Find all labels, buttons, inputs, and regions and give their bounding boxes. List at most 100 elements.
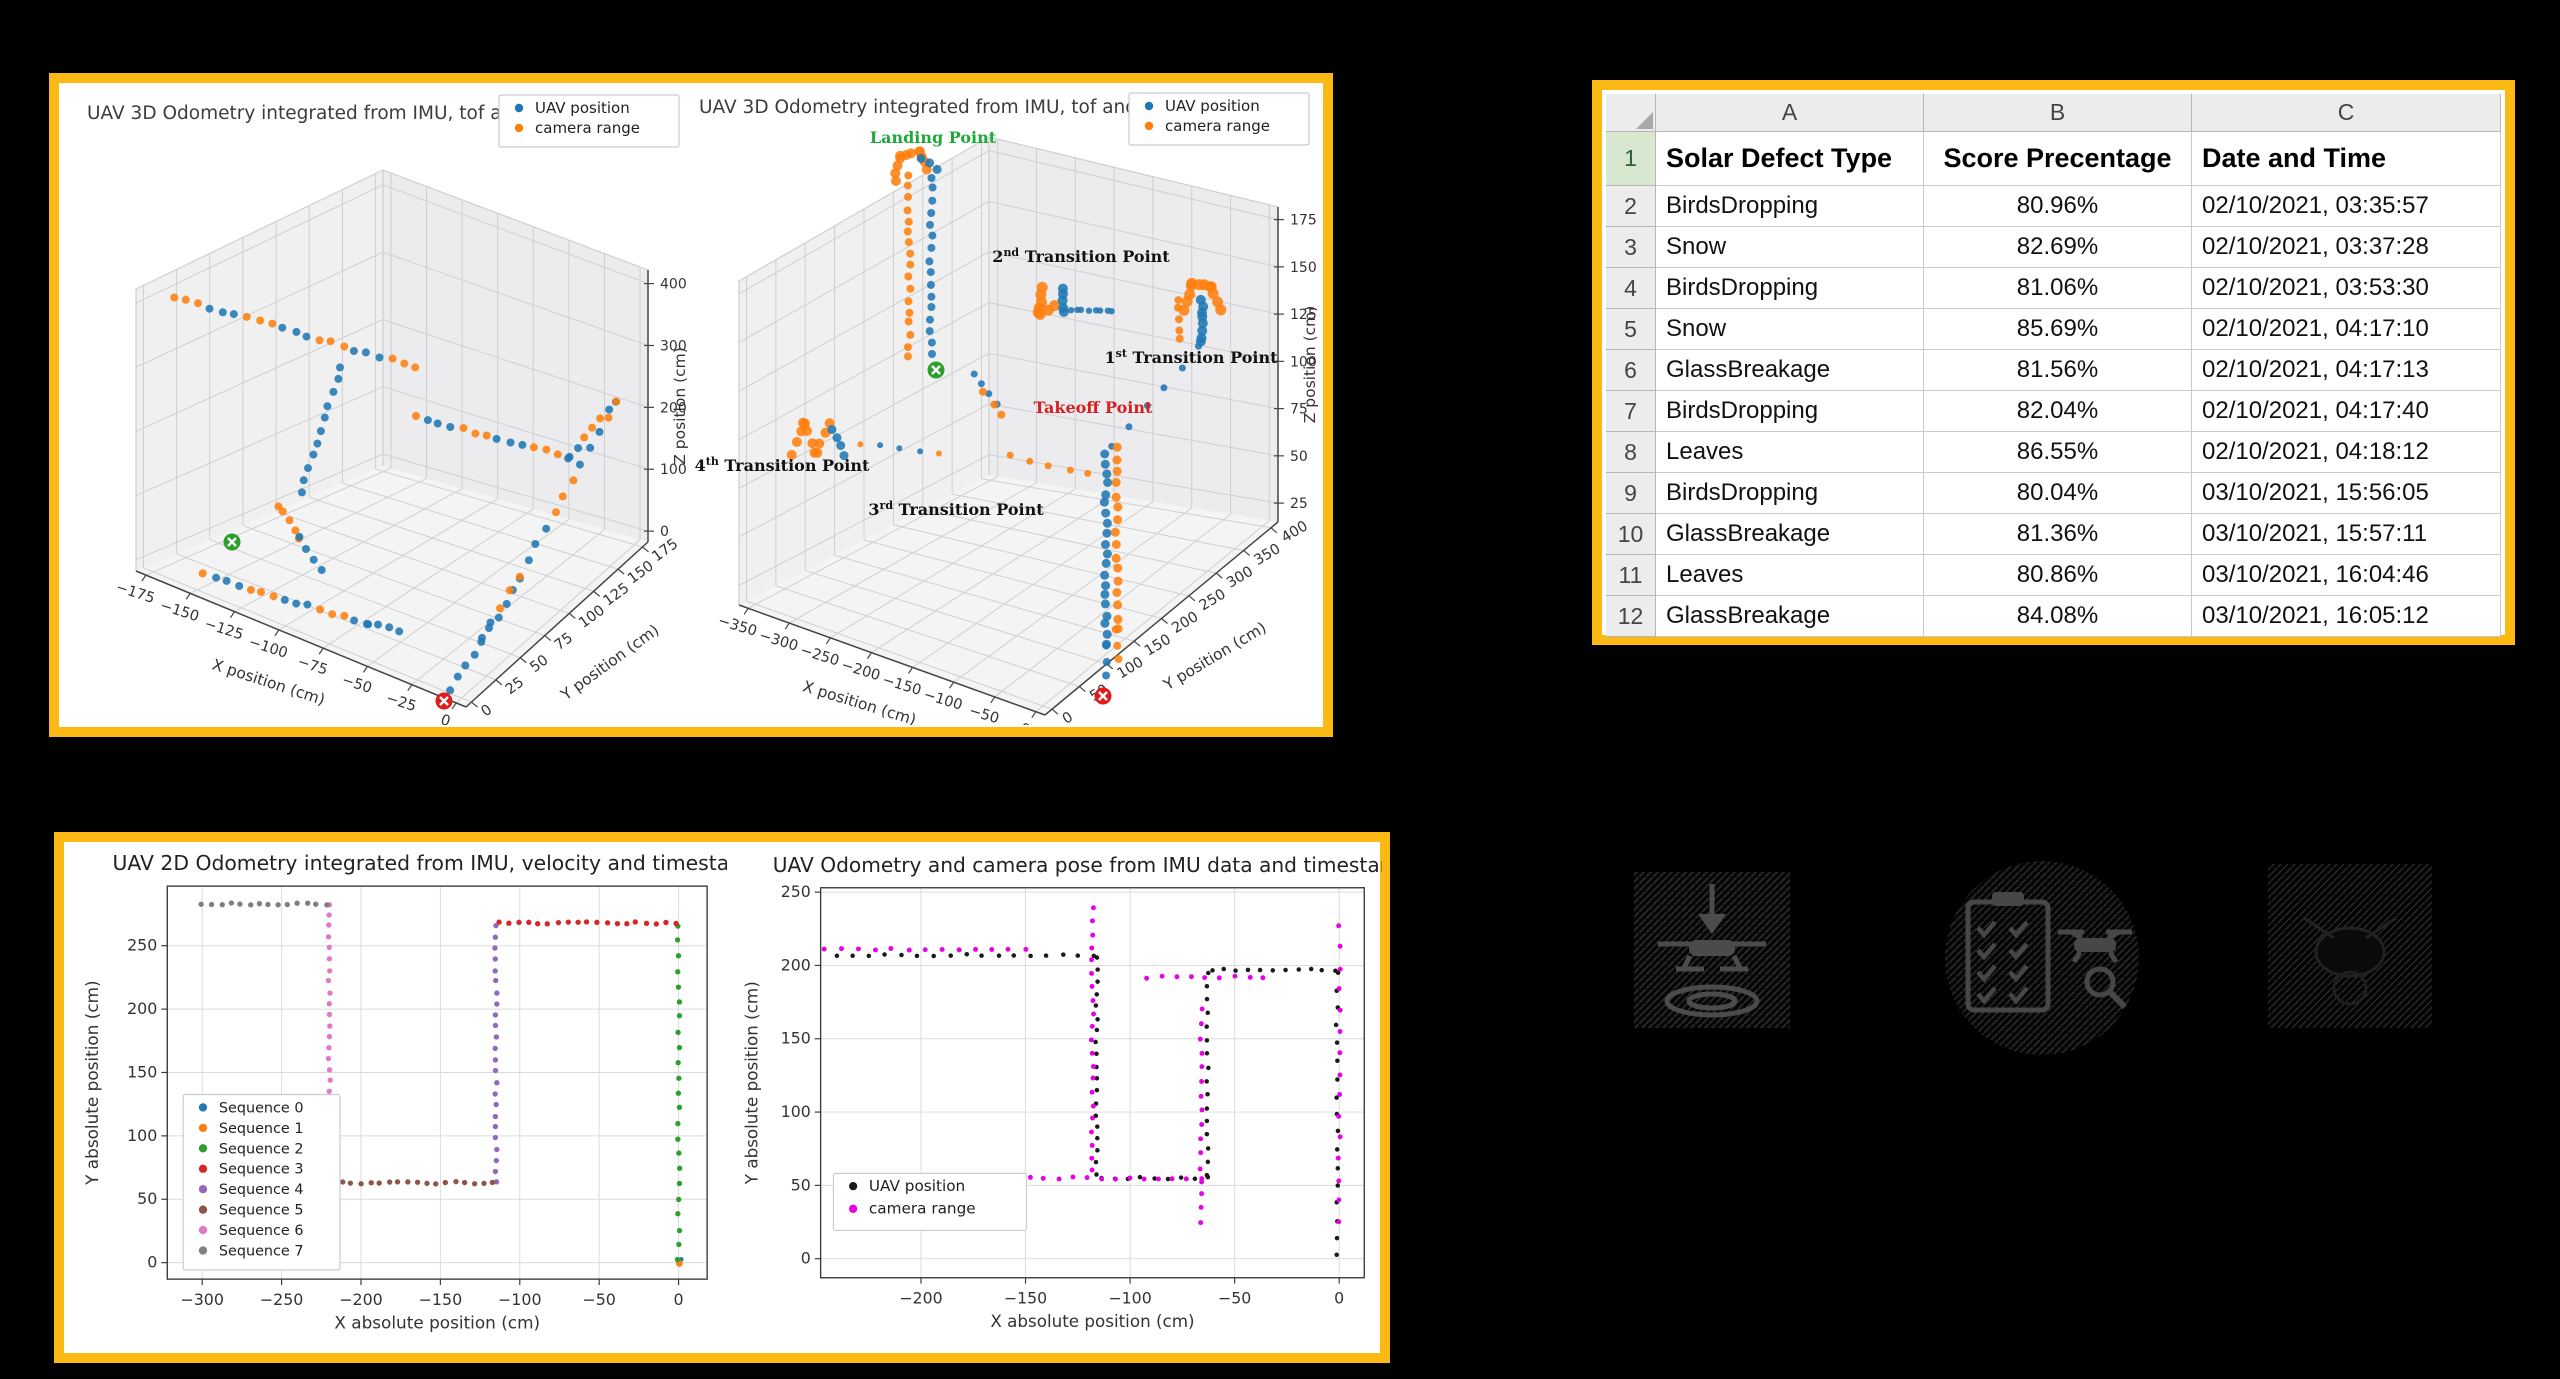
- header-cell-datetime[interactable]: Date and Time: [2192, 132, 2501, 186]
- plot-annotation: Takeoff Point: [1034, 398, 1153, 417]
- cell-score[interactable]: 81.06%: [1924, 268, 2192, 309]
- legend-label: Sequence 3: [219, 1162, 304, 1178]
- cell-defect-type[interactable]: BirdsDropping: [1656, 268, 1924, 309]
- cell-datetime[interactable]: 03/10/2021, 15:56:05: [2192, 473, 2501, 514]
- svg-text:−250: −250: [260, 1290, 304, 1309]
- cell-score[interactable]: 81.36%: [1924, 514, 2192, 555]
- legend-label: Sequence 5: [219, 1203, 304, 1219]
- cell-score[interactable]: 80.86%: [1924, 555, 2192, 596]
- row-header-2[interactable]: 2: [1606, 186, 1656, 227]
- y-axis-label: Y absolute position (cm): [742, 981, 762, 1185]
- svg-text:0: 0: [438, 712, 452, 725]
- svg-text:175: 175: [649, 536, 681, 565]
- cell-datetime[interactable]: 02/10/2021, 03:37:28: [2192, 227, 2501, 268]
- cell-score[interactable]: 84.08%: [1924, 596, 2192, 637]
- plot-3d-odometry-left: −175−150−125−100−75−50−25002550751001251…: [87, 94, 689, 725]
- svg-text:150: 150: [781, 1029, 811, 1048]
- svg-text:100: 100: [781, 1102, 811, 1121]
- legend-label: Sequence 4: [219, 1182, 304, 1198]
- header-cell-score[interactable]: Score Precentage: [1924, 132, 2192, 186]
- svg-text:−50: −50: [340, 672, 374, 697]
- z-axis-label: Z position (cm): [1301, 306, 1319, 424]
- svg-text:150: 150: [1290, 260, 1317, 276]
- y-axis-label: Y absolute position (cm): [82, 980, 102, 1186]
- svg-text:−150: −150: [419, 1290, 463, 1309]
- legend: [832, 1172, 1028, 1232]
- y-axis-label: Y position (cm): [557, 621, 663, 705]
- svg-text:125: 125: [601, 580, 633, 609]
- cell-defect-type[interactable]: Snow: [1656, 227, 1924, 268]
- legend-label: UAV position: [869, 1177, 965, 1195]
- drone-landing-icon: [1634, 872, 1790, 1028]
- row-header-1[interactable]: 1: [1606, 132, 1656, 186]
- cell-defect-type[interactable]: Leaves: [1656, 432, 1924, 473]
- cell-datetime[interactable]: 02/10/2021, 04:17:10: [2192, 309, 2501, 350]
- cell-datetime[interactable]: 02/10/2021, 03:35:57: [2192, 186, 2501, 227]
- cell-defect-type[interactable]: GlassBreakage: [1656, 350, 1924, 391]
- svg-text:0: 0: [674, 1290, 684, 1309]
- row-header-6[interactable]: 6: [1606, 350, 1656, 391]
- drone-landing-glyph: [1658, 884, 1766, 1018]
- legend-label: Sequence 2: [219, 1141, 304, 1157]
- plot-annotation: Landing Point: [870, 128, 997, 147]
- cell-score[interactable]: 80.96%: [1924, 186, 2192, 227]
- cell-defect-type[interactable]: GlassBreakage: [1656, 514, 1924, 555]
- column-header-A[interactable]: A: [1656, 94, 1924, 132]
- cell-score[interactable]: 82.04%: [1924, 391, 2192, 432]
- plot-2d-camera-pose: −200 −150 −100 −50 0 0 50 100 150 200 250 UAV Odome…: [742, 853, 1382, 1331]
- cell-defect-type[interactable]: BirdsDropping: [1656, 186, 1924, 227]
- svg-text:−250: −250: [798, 643, 841, 670]
- legend-label: camera range: [1165, 117, 1270, 135]
- row-header-12[interactable]: 12: [1606, 596, 1656, 637]
- cell-score[interactable]: 86.55%: [1924, 432, 2192, 473]
- cell-datetime[interactable]: 02/10/2021, 04:18:12: [2192, 432, 2501, 473]
- column-header-C[interactable]: C: [2192, 94, 2501, 132]
- cell-defect-type[interactable]: GlassBreakage: [1656, 596, 1924, 637]
- row-header-7[interactable]: 7: [1606, 391, 1656, 432]
- svg-text:100: 100: [660, 462, 687, 478]
- header-cell-defect-type[interactable]: Solar Defect Type: [1656, 132, 1924, 186]
- cell-datetime[interactable]: 02/10/2021, 03:53:30: [2192, 268, 2501, 309]
- column-header-B[interactable]: B: [1924, 94, 2192, 132]
- cell-datetime[interactable]: 03/10/2021, 15:57:11: [2192, 514, 2501, 555]
- svg-text:−350: −350: [716, 613, 759, 640]
- plot-annotation: 2nd Transition Point: [992, 246, 1170, 266]
- row-header-9[interactable]: 9: [1606, 473, 1656, 514]
- svg-text:0: 0: [478, 702, 495, 720]
- row-header-3[interactable]: 3: [1606, 227, 1656, 268]
- row-header-8[interactable]: 8: [1606, 432, 1656, 473]
- svg-text:−75: −75: [295, 654, 329, 679]
- cell-defect-type[interactable]: Leaves: [1656, 555, 1924, 596]
- row-header-4[interactable]: 4: [1606, 268, 1656, 309]
- cell-score[interactable]: 85.69%: [1924, 309, 2192, 350]
- cell-datetime[interactable]: 02/10/2021, 04:17:40: [2192, 391, 2501, 432]
- svg-text:50: 50: [137, 1189, 157, 1208]
- select-all-corner[interactable]: [1606, 94, 1656, 132]
- cell-score[interactable]: 82.69%: [1924, 227, 2192, 268]
- cell-defect-type[interactable]: Snow: [1656, 309, 1924, 350]
- svg-text:−300: −300: [757, 628, 800, 655]
- row-header-10[interactable]: 10: [1606, 514, 1656, 555]
- svg-text:400: 400: [660, 277, 687, 293]
- plot-2d-odometry: −300 −250 −200 −150 −100 −50 0 0 50 100 150 200 250 U…: [82, 851, 727, 1333]
- legend-label: Sequence 1: [219, 1121, 304, 1137]
- row-header-11[interactable]: 11: [1606, 555, 1656, 596]
- svg-text:125: 125: [1290, 307, 1317, 323]
- cell-defect-type[interactable]: BirdsDropping: [1656, 391, 1924, 432]
- svg-text:50: 50: [527, 652, 551, 676]
- cell-score[interactable]: 81.56%: [1924, 350, 2192, 391]
- cell-defect-type[interactable]: BirdsDropping: [1656, 473, 1924, 514]
- svg-text:−25: −25: [384, 691, 418, 716]
- svg-text:25: 25: [503, 674, 527, 698]
- cell-score[interactable]: 80.04%: [1924, 473, 2192, 514]
- svg-text:−100: −100: [498, 1290, 542, 1309]
- legend-label: camera range: [535, 119, 640, 137]
- svg-text:−150: −150: [158, 598, 201, 626]
- z-axis-label: Z position (cm): [671, 347, 689, 465]
- cell-datetime[interactable]: 03/10/2021, 16:05:12: [2192, 596, 2501, 637]
- cell-datetime[interactable]: 03/10/2021, 16:04:46: [2192, 555, 2501, 596]
- svg-text:−50: −50: [967, 703, 1001, 725]
- row-header-5[interactable]: 5: [1606, 309, 1656, 350]
- cell-datetime[interactable]: 02/10/2021, 04:17:13: [2192, 350, 2501, 391]
- inspection-clipboard-drone-icon: [1945, 861, 2139, 1055]
